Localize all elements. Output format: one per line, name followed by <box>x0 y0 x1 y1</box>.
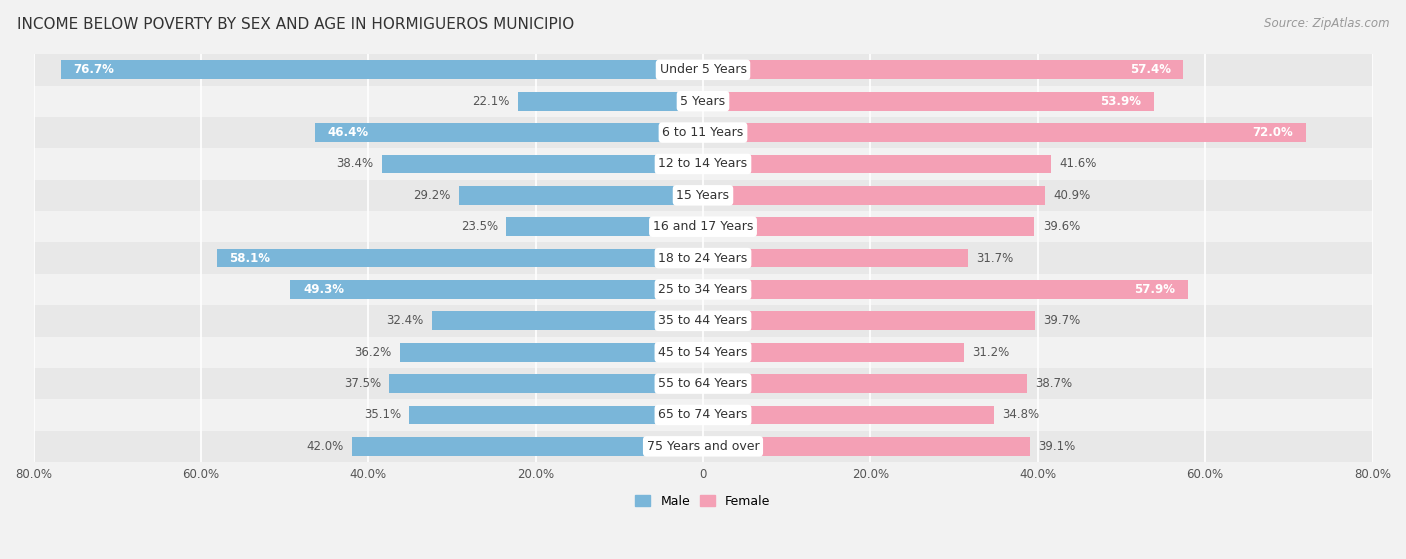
Bar <box>703 437 1031 456</box>
Bar <box>34 274 1372 305</box>
Text: 22.1%: 22.1% <box>472 94 510 108</box>
Bar <box>381 154 703 173</box>
Text: 45 to 54 Years: 45 to 54 Years <box>658 345 748 359</box>
Bar <box>34 211 1372 243</box>
Text: 53.9%: 53.9% <box>1101 94 1142 108</box>
Text: 35 to 44 Years: 35 to 44 Years <box>658 314 748 328</box>
Text: 39.7%: 39.7% <box>1043 314 1081 328</box>
Text: 29.2%: 29.2% <box>413 189 450 202</box>
Text: 65 to 74 Years: 65 to 74 Years <box>658 409 748 421</box>
Text: 5 Years: 5 Years <box>681 94 725 108</box>
Text: 38.7%: 38.7% <box>1035 377 1073 390</box>
Bar <box>34 243 1372 274</box>
Bar <box>34 86 1372 117</box>
Bar <box>703 406 994 424</box>
Bar <box>34 368 1372 399</box>
Bar <box>703 374 1026 393</box>
Text: Source: ZipAtlas.com: Source: ZipAtlas.com <box>1264 17 1389 30</box>
Text: 38.4%: 38.4% <box>336 158 373 170</box>
Bar <box>34 399 1372 430</box>
Text: 31.7%: 31.7% <box>977 252 1014 264</box>
Bar <box>34 430 1372 462</box>
Text: 75 Years and over: 75 Years and over <box>647 440 759 453</box>
Bar <box>34 305 1372 337</box>
Bar <box>315 123 703 142</box>
Bar <box>409 406 703 424</box>
Bar <box>703 280 1188 299</box>
Text: 37.5%: 37.5% <box>343 377 381 390</box>
Text: 42.0%: 42.0% <box>307 440 343 453</box>
Bar <box>60 60 703 79</box>
Text: 58.1%: 58.1% <box>229 252 270 264</box>
Bar <box>34 337 1372 368</box>
Text: 6 to 11 Years: 6 to 11 Years <box>662 126 744 139</box>
Bar <box>352 437 703 456</box>
Text: 41.6%: 41.6% <box>1060 158 1097 170</box>
Bar <box>703 311 1035 330</box>
Legend: Male, Female: Male, Female <box>630 490 776 513</box>
Bar <box>703 123 1306 142</box>
Text: 46.4%: 46.4% <box>328 126 368 139</box>
Text: 35.1%: 35.1% <box>364 409 401 421</box>
Text: Under 5 Years: Under 5 Years <box>659 63 747 77</box>
Text: 12 to 14 Years: 12 to 14 Years <box>658 158 748 170</box>
Text: 49.3%: 49.3% <box>302 283 344 296</box>
Bar <box>34 54 1372 86</box>
Bar <box>291 280 703 299</box>
Text: 32.4%: 32.4% <box>387 314 423 328</box>
Text: 16 and 17 Years: 16 and 17 Years <box>652 220 754 233</box>
Bar <box>34 148 1372 179</box>
Text: 31.2%: 31.2% <box>973 345 1010 359</box>
Bar <box>506 217 703 236</box>
Text: 57.9%: 57.9% <box>1135 283 1175 296</box>
Bar <box>458 186 703 205</box>
Text: 72.0%: 72.0% <box>1253 126 1294 139</box>
Text: 39.6%: 39.6% <box>1043 220 1080 233</box>
Bar <box>703 154 1052 173</box>
Text: 36.2%: 36.2% <box>354 345 392 359</box>
Bar <box>703 186 1045 205</box>
Bar <box>401 343 703 362</box>
Text: 40.9%: 40.9% <box>1053 189 1091 202</box>
Text: 23.5%: 23.5% <box>461 220 498 233</box>
Bar <box>703 217 1035 236</box>
Text: 15 Years: 15 Years <box>676 189 730 202</box>
Bar <box>703 92 1154 111</box>
Bar <box>517 92 703 111</box>
Text: 25 to 34 Years: 25 to 34 Years <box>658 283 748 296</box>
Text: 34.8%: 34.8% <box>1002 409 1039 421</box>
Bar <box>703 60 1184 79</box>
Text: 55 to 64 Years: 55 to 64 Years <box>658 377 748 390</box>
Bar <box>703 343 965 362</box>
Bar <box>34 179 1372 211</box>
Text: 76.7%: 76.7% <box>73 63 114 77</box>
Text: 57.4%: 57.4% <box>1130 63 1171 77</box>
Text: 18 to 24 Years: 18 to 24 Years <box>658 252 748 264</box>
Bar <box>389 374 703 393</box>
Text: 39.1%: 39.1% <box>1039 440 1076 453</box>
Bar <box>34 117 1372 148</box>
Bar <box>432 311 703 330</box>
Bar <box>217 249 703 268</box>
Bar <box>703 249 969 268</box>
Text: INCOME BELOW POVERTY BY SEX AND AGE IN HORMIGUEROS MUNICIPIO: INCOME BELOW POVERTY BY SEX AND AGE IN H… <box>17 17 574 32</box>
